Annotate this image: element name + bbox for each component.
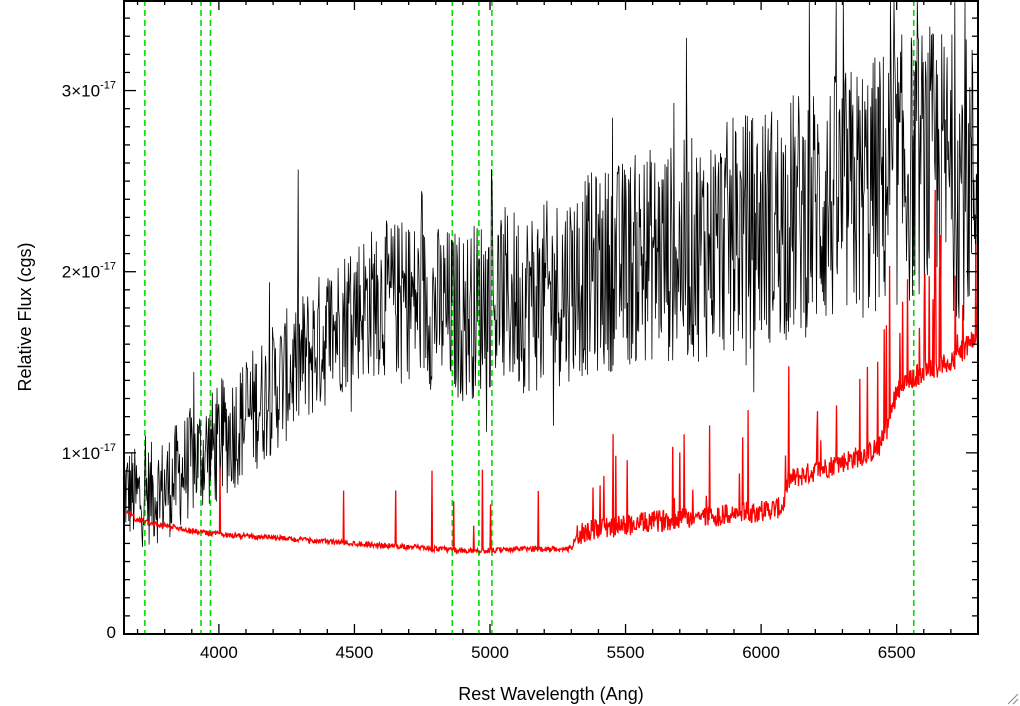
x-axis-ticks: 4000 4500 5000 5500 6000 6500 <box>136 0 979 662</box>
x-tick-label: 4000 <box>200 643 238 662</box>
plot-frame <box>123 0 979 635</box>
spectrum-series <box>123 0 979 555</box>
x-tick-label: 4500 <box>336 643 374 662</box>
resize-grip-icon[interactable] <box>1007 693 1019 705</box>
y-tick-label: 3×10-17 <box>62 80 116 101</box>
observed-spectrum-line <box>123 0 978 548</box>
x-axis-label: Rest Wavelength (Ang) <box>458 684 643 704</box>
y-axis-ticks: 0 1×10-17 2×10-17 3×10-17 <box>62 17 978 642</box>
x-tick-label: 5000 <box>471 643 509 662</box>
x-tick-label: 6500 <box>878 643 916 662</box>
y-tick-label: 1×10-17 <box>62 442 116 463</box>
y-tick-label: 0 <box>107 623 116 642</box>
x-tick-label: 6000 <box>742 643 780 662</box>
emission-line-markers <box>144 0 915 634</box>
model-spectrum-line <box>123 189 979 555</box>
y-tick-label: 2×10-17 <box>62 261 116 282</box>
x-tick-label: 5500 <box>607 643 645 662</box>
y-axis-label: Relative Flux (cgs) <box>15 242 35 391</box>
